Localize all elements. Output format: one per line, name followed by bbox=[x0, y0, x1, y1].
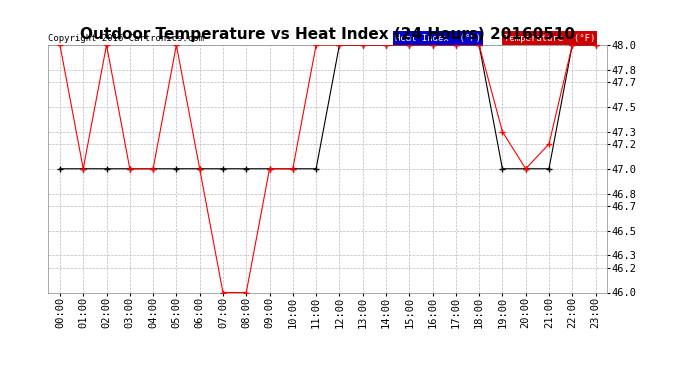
Text: Heat Index  (°F): Heat Index (°F) bbox=[395, 33, 481, 42]
Text: Copyright 2016 Cartronics.com: Copyright 2016 Cartronics.com bbox=[48, 33, 204, 42]
Title: Outdoor Temperature vs Heat Index (24 Hours) 20160510: Outdoor Temperature vs Heat Index (24 Ho… bbox=[80, 27, 575, 42]
Text: Temperature  (°F): Temperature (°F) bbox=[504, 33, 595, 42]
